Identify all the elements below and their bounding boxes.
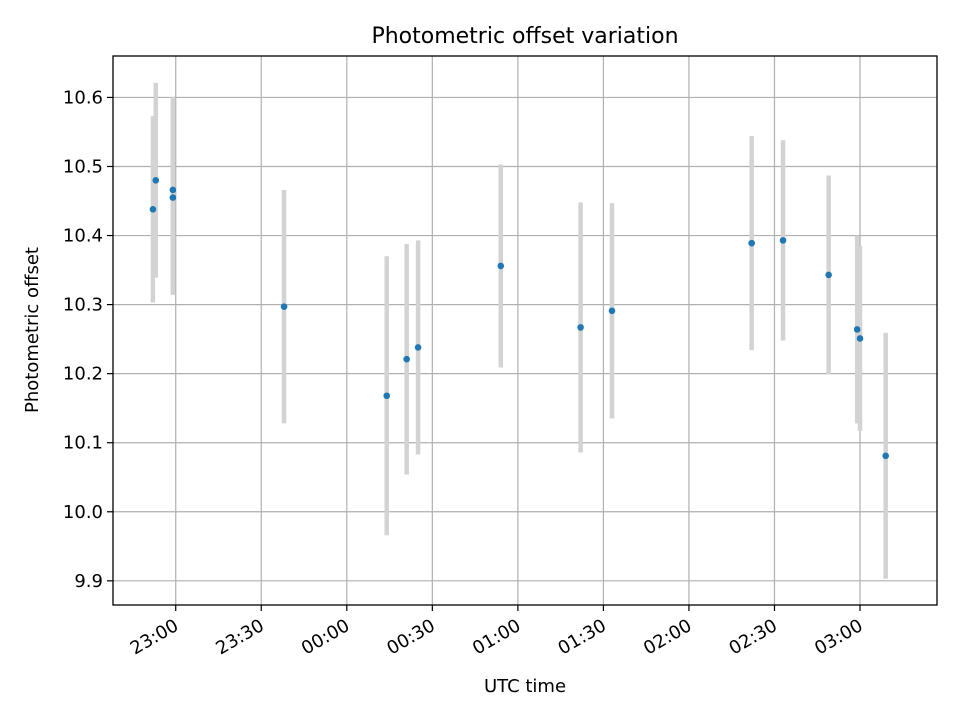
y-tick-label: 10.6 [63, 87, 103, 108]
x-tick-label: 23:00 [127, 615, 182, 659]
y-axis-label: Photometric offset [22, 247, 43, 413]
data-point [825, 271, 832, 279]
data-point [414, 344, 422, 351]
data-point [779, 237, 787, 244]
error-bars [150, 82, 888, 579]
grid-lines [113, 56, 937, 605]
data-point [152, 177, 160, 184]
data-point [856, 335, 864, 342]
x-tick-label: 02:00 [640, 615, 695, 659]
x-axis-ticks: 23:00 23:30 00:00 00:30 01:00 01:30 02:00 02:30… [127, 605, 867, 659]
y-tick-label: 10.0 [63, 502, 103, 523]
x-tick-label: 00:30 [383, 615, 438, 659]
x-tick-label: 00:00 [298, 615, 353, 659]
data-point [149, 206, 157, 213]
data-point [577, 324, 584, 331]
data-point [497, 262, 505, 270]
y-tick-label: 10.2 [63, 364, 103, 385]
data-point [608, 307, 616, 315]
y-tick-label: 10.3 [63, 295, 103, 316]
data-point [169, 194, 177, 201]
x-tick-label: 02:30 [726, 615, 781, 659]
data-point [169, 186, 177, 194]
chart-title: Photometric offset variation [371, 24, 678, 49]
data-point [748, 239, 755, 247]
x-tick-label: 03:00 [811, 615, 866, 659]
data-point [403, 355, 410, 363]
x-tick-label: 01:30 [554, 615, 609, 659]
y-tick-label: 10.4 [63, 226, 103, 247]
y-tick-label: 10.5 [63, 156, 103, 177]
x-axis-label: UTC time [484, 676, 566, 697]
data-points [149, 177, 889, 460]
data-point [882, 452, 889, 460]
plot-area-frame [112, 55, 938, 606]
data-point [853, 326, 861, 333]
data-point [383, 392, 391, 400]
y-tick-label: 9.9 [74, 571, 103, 592]
y-axis-ticks: 9.9 10.0 10.1 10.2 10.3 10.4 10.5 10.6 [63, 87, 113, 592]
x-tick-label: 23:30 [212, 615, 267, 659]
y-tick-label: 10.1 [63, 433, 103, 454]
x-tick-label: 01:00 [469, 615, 524, 659]
data-point [280, 303, 288, 310]
